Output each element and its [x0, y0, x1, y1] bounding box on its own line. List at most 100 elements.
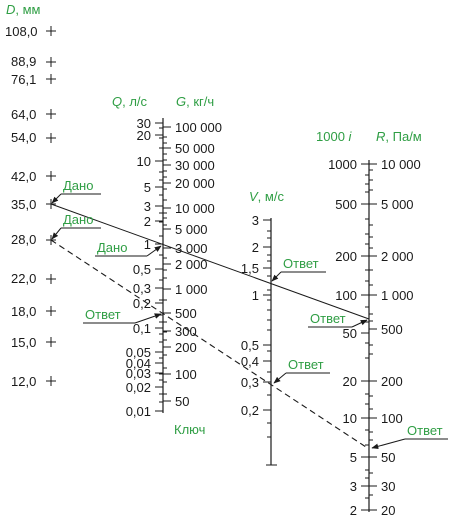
- d-tick-15: 15,0: [11, 335, 56, 350]
- answer-arrow: [371, 438, 406, 450]
- g-tick-500: 500: [163, 306, 197, 321]
- i-tick-1000: 1000: [328, 157, 369, 172]
- d-tick-108: 108,0: [5, 24, 56, 39]
- r-tick-label: 2 000: [381, 249, 414, 264]
- d-scale-title: D, мм: [6, 2, 41, 17]
- g-tick-label: 1 000: [175, 282, 208, 297]
- answer-callout-v-top: Ответ: [271, 256, 326, 282]
- r-tick-30: 30: [369, 479, 395, 494]
- i-tick-20: 20: [343, 374, 369, 389]
- d-tick-42: 42,0: [11, 169, 56, 184]
- q-tick-label: 1: [144, 237, 151, 252]
- i-tick-label: 200: [335, 249, 357, 264]
- g-tick-label: 50 000: [175, 141, 215, 156]
- v-tick-1-5: 1,5: [241, 261, 271, 276]
- v-tick-3: 3: [252, 213, 271, 228]
- i-tick-50: 50: [343, 326, 369, 341]
- answer-label: Ответ: [407, 423, 443, 438]
- i-tick-500: 500: [335, 197, 369, 212]
- g-scale-title: G, кг/ч: [176, 94, 214, 109]
- g-tick-1000: 1 000: [163, 282, 208, 297]
- v-tick-label: 0,5: [241, 338, 259, 353]
- g-tick-label: 2 000: [175, 257, 208, 272]
- q-tick-label: 3: [144, 199, 151, 214]
- d-tick-label: 76,1: [11, 72, 36, 87]
- d-tick-label: 22,0: [11, 271, 36, 286]
- g-tick-5000: 5 000: [163, 222, 208, 237]
- v-tick-label: 1: [252, 288, 259, 303]
- i-tick-label: 10: [343, 411, 357, 426]
- r-tick-2000: 2 000: [369, 249, 414, 264]
- d-scale: D, мм 108,0 88,9 76,1 64,0 54,0 42,0 35,…: [5, 2, 56, 389]
- q-tick-label: 0,04: [126, 356, 151, 371]
- q-tick-label: 0,03: [126, 366, 151, 381]
- given-label: Дано: [97, 240, 127, 255]
- v-tick-label: 0,2: [241, 403, 259, 418]
- i-tick-label: 5: [350, 450, 357, 465]
- r-tick-label: 1 000: [381, 288, 414, 303]
- i-tick-label: 100: [335, 288, 357, 303]
- v-tick-0-2: 0,2: [241, 403, 271, 418]
- i-tick-10: 10: [343, 411, 369, 426]
- answer-arrow: [271, 271, 282, 282]
- g-tick-50000: 50 000: [163, 141, 215, 156]
- d-tick-35: 35,0: [11, 197, 56, 212]
- r-tick-200: 200: [369, 374, 403, 389]
- v-tick-label: 1,5: [241, 261, 259, 276]
- g-tick-label: 100 000: [175, 120, 222, 135]
- v-minor-ticks: [267, 230, 271, 438]
- d-tick-label: 12,0: [11, 374, 36, 389]
- g-tick-100000: 100 000: [163, 120, 222, 135]
- given-callout-2: Дано: [51, 212, 101, 240]
- g-tick-label: 200: [175, 340, 197, 355]
- given-arrow: [51, 227, 62, 240]
- d-tick-label: 18,0: [11, 304, 36, 319]
- qg-scale: Q, л/с G, кг/ч 30 20 10 5 3 2 1 0,5 0,3 …: [112, 94, 222, 437]
- solution-line-solid: [50, 203, 370, 320]
- g-tick-label: 50: [175, 394, 189, 409]
- v-scale-title: V, м/с: [249, 189, 284, 204]
- solution-line-dashed: [50, 239, 370, 450]
- q-tick-2: 2: [144, 214, 163, 229]
- answer-label: Ответ: [288, 357, 324, 372]
- g-tick-label: 500: [175, 306, 197, 321]
- q-tick-30: 30: [137, 116, 163, 131]
- answer-callout-r-bottom: Ответ: [371, 423, 448, 450]
- q-tick-1: 1: [144, 237, 163, 252]
- qg-minor-ticks: [159, 127, 167, 403]
- q-tick-0-04: 0,04: [126, 356, 163, 371]
- key-label: Ключ: [174, 422, 205, 437]
- d-tick-64: 64,0: [11, 107, 56, 122]
- i-tick-label: 1000: [328, 157, 357, 172]
- v-tick-0-5: 0,5: [241, 338, 271, 353]
- d-tick-54: 54,0: [11, 130, 56, 145]
- r-tick-label: 30: [381, 479, 395, 494]
- g-tick-label: 300: [175, 324, 197, 339]
- v-tick-0-4: 0,4: [241, 354, 271, 369]
- q-tick-0-05: 0,05: [126, 345, 163, 360]
- i-tick-label: 50: [343, 326, 357, 341]
- g-tick-label: 30 000: [175, 158, 215, 173]
- q-tick-label: 0,1: [133, 321, 151, 336]
- d-tick-label: 54,0: [11, 130, 36, 145]
- d-tick-label: 88,9: [11, 54, 36, 69]
- i-tick-100: 100: [335, 288, 369, 303]
- q-tick-label: 0,3: [133, 281, 151, 296]
- q-tick-label: 20: [137, 128, 151, 143]
- answer-arrow: [134, 313, 162, 324]
- r-scale-title: R, Па/м: [376, 129, 422, 144]
- d-tick-12: 12,0: [11, 374, 56, 389]
- v-tick-label: 0,3: [241, 375, 259, 390]
- r-tick-50: 50: [369, 450, 395, 465]
- v-tick-label: 0,4: [241, 354, 259, 369]
- v-tick-1: 1: [252, 288, 271, 303]
- given-callout-3: Дано: [95, 240, 162, 257]
- q-tick-0-01: 0,01: [126, 404, 163, 419]
- g-tick-200: 200: [163, 340, 197, 355]
- r-tick-5000: 5 000: [369, 197, 414, 212]
- q-tick-label: 0,02: [126, 380, 151, 395]
- d-tick-18: 18,0: [11, 304, 56, 319]
- v-scale: V, м/с 3 2 1,5 1 0,5 0,4 0,3 0,2: [241, 189, 284, 466]
- answer-label: Ответ: [85, 307, 121, 322]
- g-tick-label: 100: [175, 367, 197, 382]
